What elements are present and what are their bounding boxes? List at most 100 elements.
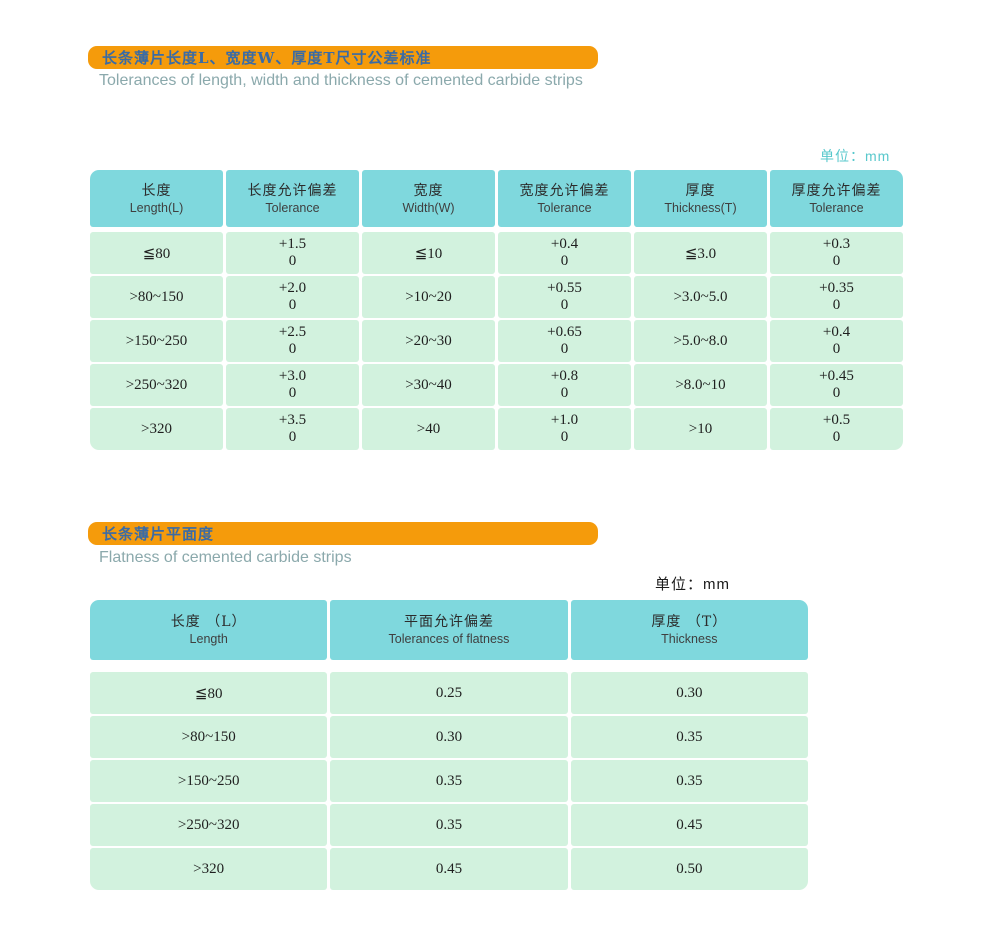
table-cell: 0.30	[570, 672, 808, 714]
table-cell: >320	[90, 848, 328, 890]
column-header-en: Tolerance	[265, 200, 320, 215]
column-header: 长度允许偏差 Tolerance	[226, 170, 359, 227]
table-cell: +0.65 0	[498, 320, 631, 362]
column-header-zh: 宽度允许偏差	[519, 182, 610, 199]
table-cell: 0.25	[330, 672, 568, 714]
flatness-table-body: ≦80 0.25 0.30 >80~150 0.30 0.35 >150~250 0.35 0.…	[90, 672, 808, 890]
table-cell: >10	[634, 408, 767, 450]
table-cell: +2.0 0	[226, 276, 359, 318]
section1-title-bar: 长条薄片长度L、宽度W、厚度T尺寸公差标准	[88, 46, 598, 69]
section1-unit-label: 单位：mm	[820, 148, 891, 164]
table-cell: ≦80	[90, 672, 328, 714]
column-header: 宽度允许偏差 Tolerance	[498, 170, 631, 227]
column-header: 厚度允许偏差 Tolerance	[770, 170, 903, 227]
column-header-zh: 宽度	[413, 182, 444, 199]
column-header-en: Tolerance	[809, 200, 864, 215]
table-cell: >3.0~5.0	[634, 276, 767, 318]
tolerance-upper-value: +0.4	[822, 324, 851, 340]
table-cell: +3.5 0	[226, 408, 359, 450]
column-header-en: Tolerances of flatness	[388, 632, 510, 646]
section2-title: 长条薄片平面度	[102, 525, 215, 543]
tolerance-upper-value: +0.45	[819, 368, 854, 384]
table-cell: >150~250	[90, 320, 223, 362]
table-cell: >8.0~10	[634, 364, 767, 406]
tolerance-upper-value: +0.4	[550, 236, 579, 252]
column-header-zh: 厚度	[685, 182, 716, 199]
column-header: 长度 （L） Length	[90, 600, 328, 660]
table-cell: ≦80	[90, 232, 223, 274]
tolerance-lower-value: 0	[560, 341, 569, 357]
tolerance-upper-value: +0.3	[822, 236, 851, 252]
table-cell: >80~150	[90, 276, 223, 318]
tolerance-upper-value: +1.5	[278, 236, 307, 252]
table-cell: +0.45 0	[770, 364, 903, 406]
tolerance-upper-value: +3.0	[278, 368, 307, 384]
column-header: 厚度 （T） Thickness	[570, 600, 808, 660]
table-cell: 0.30	[330, 716, 568, 758]
column-header-en: Width(W)	[402, 200, 455, 215]
flatness-table-header-row: 长度 （L） Length 平面允许偏差 Tolerances of flatness…	[90, 600, 808, 660]
table-cell: >150~250	[90, 760, 328, 802]
table-cell: +0.4 0	[770, 320, 903, 362]
tolerance-lower-value: 0	[560, 297, 569, 313]
tolerance-lower-value: 0	[288, 341, 297, 357]
table-cell: 0.45	[570, 804, 808, 846]
table-cell: 0.35	[570, 716, 808, 758]
section2-unit-label: 单位：mm	[655, 576, 730, 593]
tolerance-upper-value: +0.55	[547, 280, 582, 296]
column-header-en: Length(L)	[129, 200, 184, 215]
column-header-en: Thickness	[661, 632, 718, 646]
table-cell: 0.35	[570, 760, 808, 802]
table-cell: +2.5 0	[226, 320, 359, 362]
column-header-en: Thickness(T)	[664, 200, 737, 215]
flatness-table: 长度 （L） Length 平面允许偏差 Tolerances of flatness…	[90, 600, 808, 890]
column-header: 长度 Length(L)	[90, 170, 223, 227]
tolerance-upper-value: +3.5	[278, 412, 307, 428]
column-header-zh: 长度允许偏差	[247, 182, 338, 199]
tolerance-lower-value: 0	[832, 341, 841, 357]
tolerance-lower-value: 0	[288, 297, 297, 313]
column-header-zh: 长度 （L）	[170, 614, 247, 630]
section2-subtitle: Flatness of cemented carbide strips	[99, 549, 352, 566]
table-cell: >10~20	[362, 276, 495, 318]
tolerance-table-body: ≦80 +1.5 0 ≦10 +0.4 0 ≦3.0 +0.3 0 >80~150 +2.0 0 >10…	[90, 232, 903, 450]
table-cell: >30~40	[362, 364, 495, 406]
table-cell: +1.0 0	[498, 408, 631, 450]
tolerance-upper-value: +0.8	[550, 368, 579, 384]
table-cell: 0.45	[330, 848, 568, 890]
tolerance-lower-value: 0	[832, 385, 841, 401]
tolerance-upper-value: +0.65	[547, 324, 582, 340]
table-cell: >250~320	[90, 364, 223, 406]
tolerance-table: 长度 Length(L) 长度允许偏差 Tolerance 宽度 Width(W) 宽度允许…	[90, 170, 903, 450]
column-header-zh: 平面允许偏差	[403, 614, 494, 630]
tolerance-lower-value: 0	[288, 253, 297, 269]
tolerance-lower-value: 0	[288, 429, 297, 445]
tolerance-lower-value: 0	[560, 429, 569, 445]
column-header: 宽度 Width(W)	[362, 170, 495, 227]
column-header: 平面允许偏差 Tolerances of flatness	[330, 600, 568, 660]
tolerance-upper-value: +2.5	[278, 324, 307, 340]
column-header-zh: 长度	[141, 182, 172, 199]
tolerance-upper-value: +2.0	[278, 280, 307, 296]
table-cell: +0.4 0	[498, 232, 631, 274]
section1-title: 长条薄片长度L、宽度W、厚度T尺寸公差标准	[102, 49, 432, 67]
section2-title-bar: 长条薄片平面度	[88, 522, 598, 545]
table-cell: >40	[362, 408, 495, 450]
table-cell: ≦10	[362, 232, 495, 274]
tolerance-lower-value: 0	[832, 429, 841, 445]
table-cell: >250~320	[90, 804, 328, 846]
column-header: 厚度 Thickness(T)	[634, 170, 767, 227]
column-header-zh: 厚度 （T）	[651, 614, 728, 630]
table-cell: 0.35	[330, 804, 568, 846]
tolerance-lower-value: 0	[288, 385, 297, 401]
tolerance-table-header-row: 长度 Length(L) 长度允许偏差 Tolerance 宽度 Width(W) 宽度允许…	[90, 170, 903, 227]
table-cell: 0.35	[330, 760, 568, 802]
table-cell: +0.8 0	[498, 364, 631, 406]
tolerance-upper-value: +1.0	[550, 412, 579, 428]
table-cell: >320	[90, 408, 223, 450]
table-cell: +3.0 0	[226, 364, 359, 406]
tolerance-lower-value: 0	[832, 253, 841, 269]
table-cell: +0.55 0	[498, 276, 631, 318]
table-cell: +0.3 0	[770, 232, 903, 274]
